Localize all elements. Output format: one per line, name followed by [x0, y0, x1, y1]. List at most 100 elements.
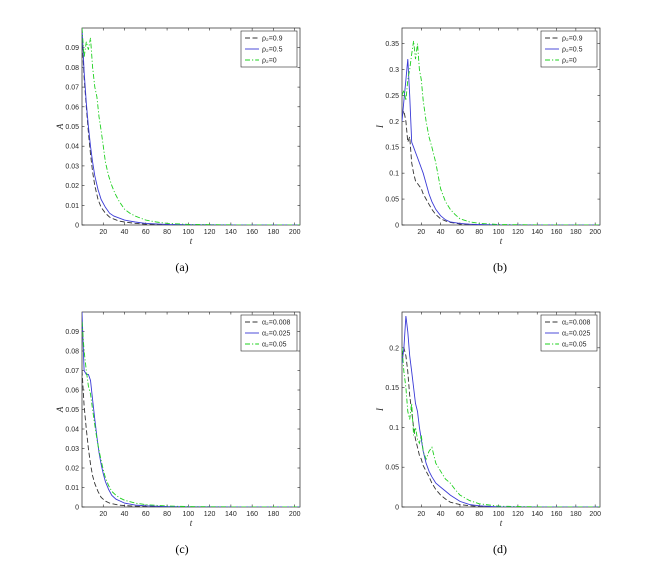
y-tick-label: 0.05: [385, 465, 399, 472]
y-tick-label: 0.08: [65, 349, 79, 356]
chart-panel-b: 20 40 60 80 100 120 140 160 180 200 0 0.05 0.1 0.15 0.…: [375, 27, 601, 274]
x-tick-label: 140: [225, 511, 237, 518]
y-tick-label: 0.03: [65, 446, 79, 453]
series-line-3: [82, 321, 300, 507]
subfigure-caption: (b): [493, 260, 507, 274]
series-line-1: [402, 347, 600, 507]
y-tick-label: 0.35: [385, 41, 399, 48]
y-tick-label: 0.07: [65, 368, 79, 375]
x-tick-label: 180: [268, 511, 280, 518]
y-tick-label: 0: [75, 505, 79, 512]
y-tick-label: 0: [75, 223, 79, 230]
x-tick-label: 140: [531, 229, 543, 236]
x-tick-label: 180: [570, 511, 582, 518]
x-tick-label: 140: [531, 511, 543, 518]
subfigure-caption: (c): [175, 542, 188, 556]
x-tick-label: 180: [570, 229, 582, 236]
legend-entry: α₂=0.008: [562, 320, 590, 327]
x-tick-label: 120: [512, 511, 524, 518]
x-tick-label: 60: [142, 511, 150, 518]
x-tick-label: 200: [589, 511, 601, 518]
x-tick-label: 40: [437, 511, 445, 518]
y-tick-label: 0.02: [65, 183, 79, 190]
legend-entry: ρ₂=0.9: [262, 36, 283, 43]
y-axis-label: I: [375, 124, 385, 129]
series-line-2: [402, 315, 600, 507]
y-tick-label: 0.07: [65, 85, 79, 92]
x-tick-label: 160: [246, 229, 258, 236]
x-tick-label: 200: [289, 229, 301, 236]
legend: α₂=0.008 α₂=0.025 α₂=0.05: [540, 314, 598, 352]
series-line-3: [402, 347, 600, 507]
x-tick-label: 20: [417, 511, 425, 518]
y-tick-label: 0.08: [65, 65, 79, 72]
y-tick-label: 0.25: [385, 93, 399, 100]
x-tick-label: 160: [551, 511, 563, 518]
x-tick-label: 120: [204, 511, 216, 518]
y-tick-label: 0.05: [385, 197, 399, 204]
x-tick-label: 180: [268, 229, 280, 236]
y-tick-label: 0.15: [385, 145, 399, 152]
x-axis-label: t: [500, 518, 503, 528]
y-tick-label: 0.3: [389, 67, 399, 74]
legend-entry: α₂=0.025: [262, 331, 290, 338]
legend-entry: ρ₂=0: [262, 58, 277, 65]
x-axis-label: t: [190, 236, 193, 246]
chart-panel-a: 20 40 60 80 100 120 140 160 180 200 0 0.01 0.02 0.03 0…: [55, 27, 301, 274]
legend-entry: ρ₂=0: [562, 58, 577, 65]
y-axis-label: A: [55, 406, 65, 413]
legend-entry: α₂=0.05: [262, 342, 287, 349]
x-tick-label: 60: [456, 511, 464, 518]
x-tick-label: 60: [456, 229, 464, 236]
y-tick-label: 0: [395, 223, 399, 230]
x-tick-label: 40: [437, 229, 445, 236]
y-tick-label: 0.04: [65, 144, 79, 151]
y-tick-label: 0.06: [65, 104, 79, 111]
x-tick-label: 100: [182, 511, 194, 518]
subfigure-caption: (a): [175, 260, 188, 274]
y-tick-label: 0.01: [65, 485, 79, 492]
y-axis-label: A: [55, 123, 65, 130]
y-tick-label: 0.09: [65, 329, 79, 336]
series-line-1: [82, 37, 300, 225]
x-tick-label: 160: [246, 511, 258, 518]
y-tick-label: 0.02: [65, 466, 79, 473]
y-tick-label: 0.2: [389, 119, 399, 126]
x-tick-label: 120: [512, 229, 524, 236]
x-axis-label: t: [500, 236, 503, 246]
x-tick-label: 200: [589, 229, 601, 236]
chart-panel-c: 20 40 60 80 100 120 140 160 180 200 0 0.01 0.02 0.03 0…: [55, 311, 301, 556]
legend-entry: ρ₂=0.5: [262, 47, 283, 54]
series-line-3: [402, 40, 600, 225]
x-tick-label: 40: [121, 229, 129, 236]
x-tick-label: 60: [142, 229, 150, 236]
chart-panel-d: 20 40 60 80 100 120 140 160 180 200 0 0.05 0.1 0.15 0.…: [375, 311, 601, 556]
y-tick-label: 0.1: [389, 171, 399, 178]
series-line-1: [82, 370, 300, 507]
x-tick-label: 100: [182, 229, 194, 236]
x-tick-label: 140: [225, 229, 237, 236]
x-tick-label: 20: [417, 229, 425, 236]
y-axis-label: I: [375, 407, 385, 412]
legend-entry: α₂=0.05: [562, 342, 587, 349]
legend-entry: α₂=0.008: [262, 320, 290, 327]
x-tick-label: 80: [475, 511, 483, 518]
y-tick-label: 0: [395, 505, 399, 512]
y-tick-label: 0.05: [65, 124, 79, 131]
legend-entry: ρ₂=0.9: [562, 36, 583, 43]
y-tick-label: 0.1: [389, 425, 399, 432]
legend: ρ₂=0.9 ρ₂=0.5 ρ₂=0: [240, 30, 298, 68]
y-tick-label: 0.2: [389, 345, 399, 352]
x-tick-label: 160: [551, 229, 563, 236]
x-tick-label: 80: [163, 511, 171, 518]
x-tick-label: 200: [289, 511, 301, 518]
legend: ρ₂=0.9 ρ₂=0.5 ρ₂=0: [540, 30, 598, 68]
x-tick-label: 120: [204, 229, 216, 236]
legend-entry: ρ₂=0.5: [562, 47, 583, 54]
series-line-2: [82, 28, 300, 225]
legend: α₂=0.008 α₂=0.025 α₂=0.05: [240, 314, 298, 352]
y-tick-label: 0.03: [65, 163, 79, 170]
subfigure-caption: (d): [493, 542, 507, 556]
y-tick-label: 0.09: [65, 45, 79, 52]
series-line-2: [402, 59, 600, 225]
